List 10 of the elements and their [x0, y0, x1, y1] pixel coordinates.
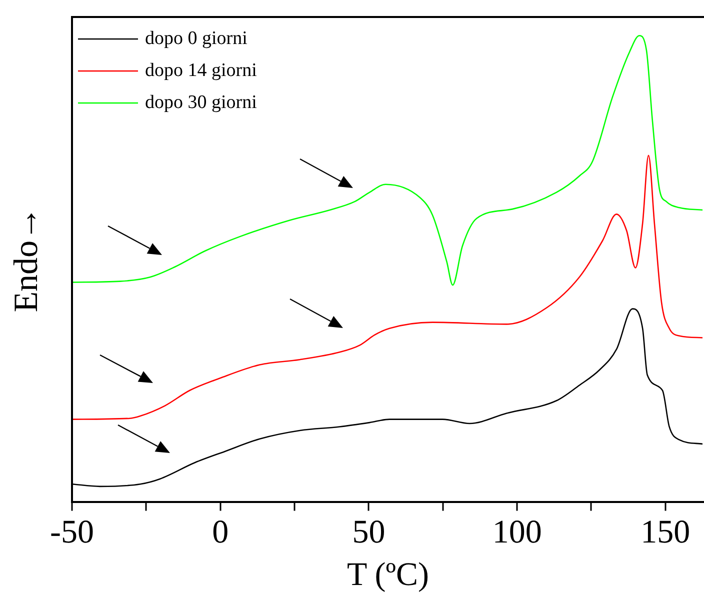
x-tick-label: 100 — [492, 514, 542, 550]
x-tick-label: 0 — [212, 514, 229, 550]
legend-label: dopo 30 giorni — [145, 92, 257, 113]
legend-label: dopo 14 giorni — [145, 60, 257, 81]
x-tick-label: 150 — [640, 514, 690, 550]
x-tick-label: -50 — [50, 514, 94, 550]
x-axis-title: T (ºC) — [346, 556, 430, 593]
y-axis-title: Endo→ — [8, 206, 45, 312]
legend-label: dopo 0 giorni — [145, 28, 248, 49]
x-tick-label: 50 — [352, 514, 386, 550]
